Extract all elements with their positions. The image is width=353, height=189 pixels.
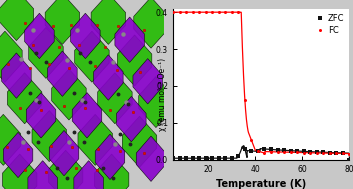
Polygon shape bbox=[71, 13, 100, 59]
Polygon shape bbox=[139, 77, 173, 128]
ZFC bbox=[269, 148, 273, 151]
FC bbox=[321, 152, 325, 154]
FC bbox=[223, 11, 227, 13]
Polygon shape bbox=[52, 69, 86, 120]
X-axis label: Temperature (K): Temperature (K) bbox=[216, 179, 306, 189]
ZFC bbox=[308, 151, 312, 153]
ZFC bbox=[197, 157, 201, 159]
Polygon shape bbox=[117, 35, 152, 86]
Polygon shape bbox=[3, 132, 33, 178]
Polygon shape bbox=[78, 114, 113, 165]
Polygon shape bbox=[72, 93, 102, 138]
Polygon shape bbox=[32, 111, 66, 162]
Polygon shape bbox=[26, 93, 56, 138]
ZFC bbox=[184, 157, 188, 159]
Polygon shape bbox=[48, 150, 83, 189]
ZFC bbox=[223, 157, 227, 159]
FC bbox=[243, 99, 247, 101]
ZFC bbox=[236, 155, 240, 157]
ZFC bbox=[249, 150, 253, 152]
ZFC bbox=[301, 150, 306, 153]
FC bbox=[301, 151, 306, 154]
Polygon shape bbox=[122, 116, 157, 167]
ZFC bbox=[262, 148, 267, 150]
FC bbox=[347, 153, 352, 155]
Polygon shape bbox=[7, 73, 42, 124]
FC bbox=[295, 151, 299, 154]
FC bbox=[308, 152, 312, 154]
ZFC bbox=[341, 152, 345, 154]
FC bbox=[341, 152, 345, 155]
Polygon shape bbox=[0, 114, 20, 165]
FC bbox=[288, 151, 293, 153]
ZFC bbox=[315, 151, 319, 153]
Polygon shape bbox=[116, 96, 146, 142]
FC bbox=[328, 152, 332, 154]
Polygon shape bbox=[2, 154, 37, 189]
Polygon shape bbox=[74, 161, 103, 189]
Polygon shape bbox=[48, 51, 77, 96]
ZFC bbox=[191, 157, 195, 159]
ZFC bbox=[288, 149, 293, 152]
ZFC bbox=[204, 157, 208, 159]
ZFC bbox=[171, 157, 175, 159]
ZFC bbox=[256, 150, 260, 153]
ZFC bbox=[230, 157, 234, 159]
FC bbox=[282, 151, 286, 153]
FC bbox=[178, 11, 182, 13]
FC bbox=[269, 151, 273, 153]
FC bbox=[256, 150, 260, 152]
FC bbox=[262, 152, 267, 154]
ZFC bbox=[347, 159, 352, 161]
ZFC bbox=[217, 157, 221, 159]
FC bbox=[315, 152, 319, 154]
Polygon shape bbox=[75, 31, 109, 82]
FC bbox=[217, 11, 221, 13]
FC bbox=[171, 11, 175, 13]
Polygon shape bbox=[133, 59, 162, 104]
Line: FC: FC bbox=[172, 11, 351, 155]
Polygon shape bbox=[0, 0, 34, 41]
ZFC bbox=[275, 149, 280, 151]
Polygon shape bbox=[136, 136, 166, 181]
FC bbox=[236, 11, 240, 13]
ZFC bbox=[328, 151, 332, 154]
Polygon shape bbox=[29, 27, 63, 78]
Polygon shape bbox=[115, 17, 144, 62]
ZFC bbox=[243, 148, 247, 150]
Polygon shape bbox=[134, 0, 168, 48]
ZFC bbox=[178, 157, 182, 159]
ZFC bbox=[210, 157, 214, 159]
ZFC bbox=[282, 149, 286, 151]
ZFC bbox=[295, 150, 299, 152]
FC bbox=[230, 11, 234, 13]
Polygon shape bbox=[45, 0, 80, 44]
FC bbox=[184, 11, 188, 13]
Polygon shape bbox=[25, 13, 54, 59]
Polygon shape bbox=[91, 0, 126, 44]
Polygon shape bbox=[95, 134, 125, 180]
Line: ZFC: ZFC bbox=[172, 147, 351, 161]
Polygon shape bbox=[49, 130, 79, 176]
FC bbox=[275, 151, 280, 153]
FC bbox=[249, 139, 253, 141]
Polygon shape bbox=[0, 31, 22, 82]
FC bbox=[210, 11, 214, 13]
FC bbox=[197, 11, 201, 13]
Polygon shape bbox=[28, 161, 58, 189]
Text: χ (emu mol⁻¹ Oe⁻¹): χ (emu mol⁻¹ Oe⁻¹) bbox=[158, 58, 167, 131]
Polygon shape bbox=[2, 53, 31, 98]
Legend: ZFC, FC: ZFC, FC bbox=[314, 13, 345, 36]
FC bbox=[204, 11, 208, 13]
Polygon shape bbox=[94, 154, 129, 189]
ZFC bbox=[334, 152, 339, 154]
FC bbox=[334, 152, 339, 154]
Polygon shape bbox=[98, 73, 132, 124]
ZFC bbox=[321, 151, 325, 153]
FC bbox=[191, 11, 195, 13]
Polygon shape bbox=[94, 55, 123, 100]
